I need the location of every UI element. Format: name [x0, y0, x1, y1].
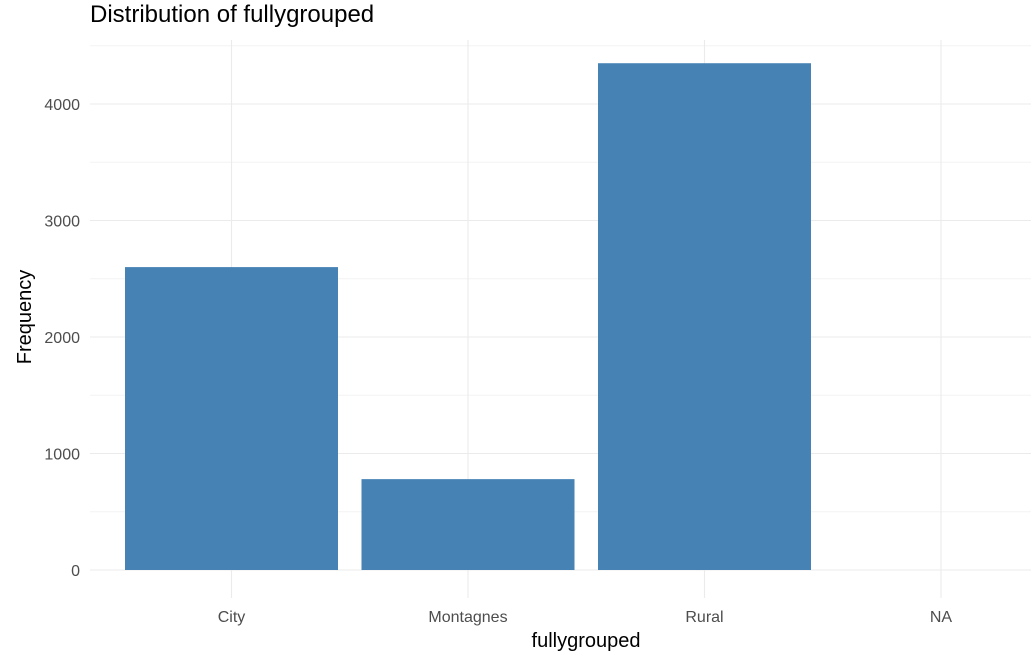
- y-tick-label: 2000: [44, 330, 80, 347]
- bar-rural: [598, 63, 811, 570]
- y-tick-label: 4000: [44, 97, 80, 114]
- bars: [125, 63, 811, 570]
- y-tick-label: 1000: [44, 447, 80, 464]
- chart-title: Distribution of fullygrouped: [90, 1, 374, 28]
- bar-city: [125, 267, 338, 570]
- x-axis-ticks: City Montagnes Rural NA: [218, 609, 953, 626]
- y-tick-label: 0: [71, 563, 80, 580]
- x-tick-label: Montagnes: [428, 609, 507, 626]
- y-tick-label: 3000: [44, 214, 80, 231]
- x-tick-label: NA: [930, 609, 953, 626]
- x-tick-label: Rural: [685, 609, 723, 626]
- y-axis-title: Frequency: [14, 270, 36, 365]
- y-axis-ticks: 0 1000 2000 3000 4000: [44, 97, 80, 580]
- x-axis-title: fullygrouped: [532, 630, 641, 652]
- bar-montagnes: [361, 479, 575, 570]
- x-tick-label: City: [218, 609, 246, 626]
